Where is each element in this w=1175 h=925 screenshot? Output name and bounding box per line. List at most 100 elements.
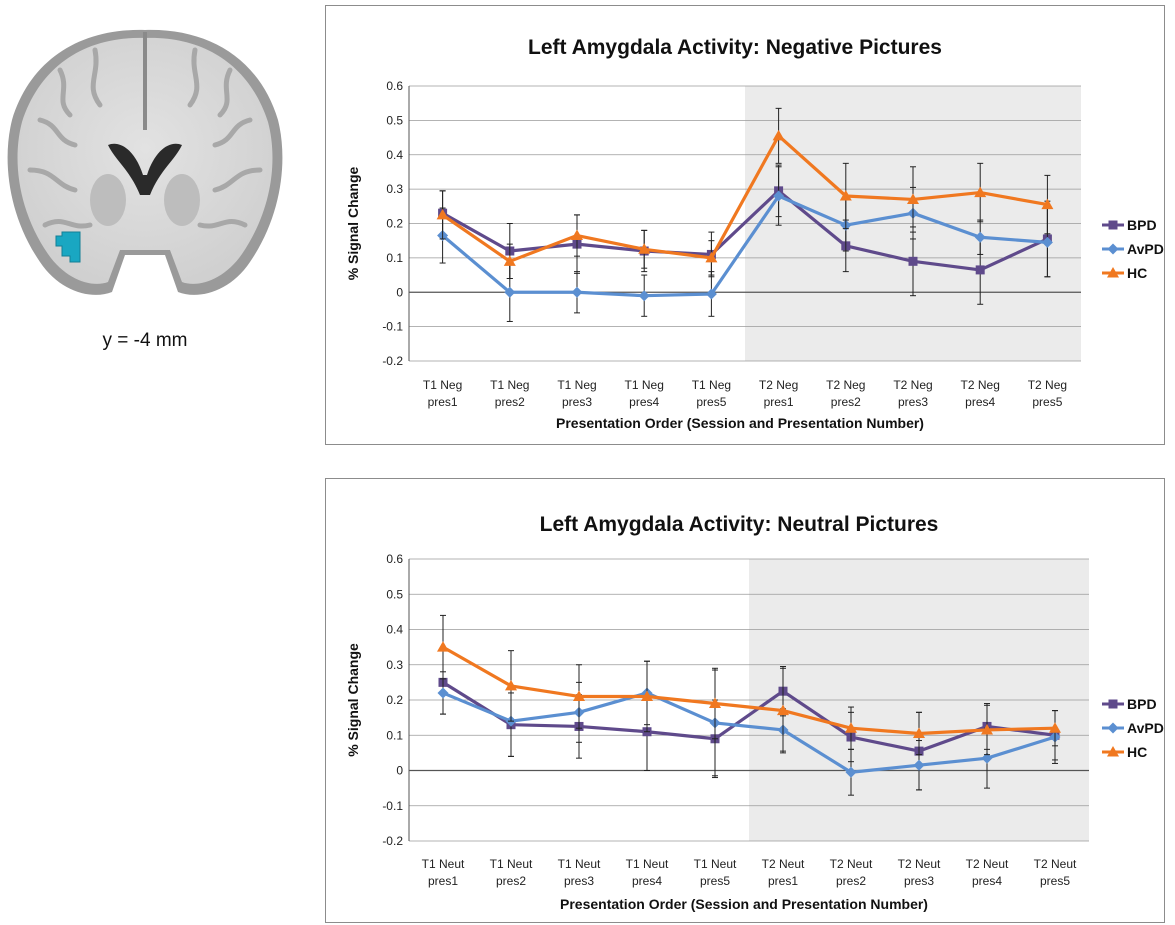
x-tick-label: pres4 [965,395,995,409]
y-tick-label: 0.1 [386,728,403,742]
chart-title: Left Amygdala Activity: Neutral Pictures [540,513,939,536]
data-point [709,697,721,709]
data-point [504,286,516,298]
x-tick-label: T1 Neut [694,857,737,871]
data-point [437,687,449,699]
x-tick-label: pres3 [904,874,934,888]
y-tick-label: -0.1 [382,799,403,813]
x-tick-label: T2 Neg [961,378,1000,392]
y-tick-label: 0.3 [386,182,403,196]
legend-label: BPD [1127,696,1157,712]
data-point [907,193,919,204]
x-tick-label: pres1 [428,874,458,888]
x-tick-label: pres4 [629,395,659,409]
x-tick-label: T1 Neg [490,378,529,392]
legend-item: HC [1102,744,1147,760]
series-line-hc [442,645,1056,736]
x-tick-label: T2 Neut [1034,857,1077,871]
x-tick-label: pres5 [696,395,726,409]
x-tick-label: T2 Neg [893,378,932,392]
x-tick-label: T2 Neg [759,378,798,392]
data-point [772,129,785,141]
series-hc [436,107,1054,279]
legend-item: AvPD [1102,720,1164,736]
data-point [974,186,987,198]
y-tick-label: 0.1 [386,251,403,265]
data-point [913,759,925,771]
x-tick-label: pres1 [428,395,458,409]
x-tick-label: pres3 [898,395,928,409]
data-point [641,690,653,701]
legend-item: HC [1102,265,1147,281]
y-tick-label: 0.5 [386,113,403,127]
y-tick-label: -0.1 [382,320,403,334]
x-tick-label: pres5 [700,874,730,888]
ventricles [108,143,182,195]
y-tick-label: 0.4 [386,148,403,162]
data-point [1041,198,1054,210]
series-line-bpd [442,681,1056,753]
data-point [573,690,585,701]
series-hc [437,614,1061,756]
x-tick-label: T2 Neut [898,857,941,871]
legend: BPD AvPD HC [1102,696,1164,760]
amygdala-roi-marker [55,231,81,263]
data-point [571,286,583,298]
data-point [773,190,785,202]
legend-label: AvPD [1127,241,1164,257]
legend: BPD AvPD HC [1102,217,1164,281]
data-point [981,752,993,764]
legend-item: BPD [1102,217,1157,233]
x-tick-label: pres1 [764,395,794,409]
x-tick-label: T1 Neg [423,378,462,392]
chart-neutral-pictures: 0.6 0.5 0.4 0.3 0.2 0.1 0 -0.1 -0.2 T1 Neut pres1 T… [325,478,1165,923]
chart-svg-neutral: 0.6 0.5 0.4 0.3 0.2 0.1 0 -0.1 -0.2 T1 Neut pres1 T… [345,513,1164,912]
y-axis-label: % Signal Change [345,643,361,757]
legend-label: BPD [1127,217,1157,233]
data-point [505,679,517,691]
x-axis-label: Presentation Order (Session and Presenta… [556,415,924,431]
data-point [981,723,993,735]
y-axis-label: % Signal Change [345,167,361,281]
data-point [705,288,717,300]
x-tick-label: pres2 [836,874,866,888]
y-tick-label: 0.4 [386,623,403,637]
x-tick-label: pres2 [831,395,861,409]
x-tick-label: T1 Neg [692,378,731,392]
series-line-hc [441,134,1048,263]
y-tick-label: -0.2 [382,354,403,368]
brain-image-panel: y = -4 mm [0,0,290,360]
x-tick-label: T1 Neut [422,857,465,871]
data-point [845,766,857,778]
x-tick-label: pres2 [496,874,526,888]
y-tick-label: 0.2 [386,217,403,231]
y-tick-label: -0.2 [382,834,403,848]
data-point [705,251,718,263]
x-tick-label: T1 Neg [625,378,664,392]
x-tick-label: pres4 [632,874,662,888]
x-tick-label: pres4 [972,874,1002,888]
legend-label: HC [1127,265,1147,281]
y-tick-label: 0 [396,285,403,299]
x-tick-label: T2 Neg [826,378,865,392]
data-point [638,290,650,302]
data-point [839,190,852,201]
x-axis-label: Presentation Order (Session and Presenta… [560,896,928,912]
data-point [974,231,986,243]
brain-coronal-slice-image [7,29,283,295]
chart-title: Left Amygdala Activity: Negative Picture… [528,36,942,59]
x-tick-label: pres5 [1032,395,1062,409]
x-tick-label: pres3 [562,395,592,409]
y-tick-label: 0.6 [386,79,403,93]
legend-item: AvPD [1102,241,1164,257]
x-tick-label: pres5 [1040,874,1070,888]
x-tick-label: T1 Neut [626,857,669,871]
x-tick-label: pres3 [564,874,594,888]
data-point [908,256,918,266]
y-tick-label: 0.2 [386,693,403,707]
x-tick-label: pres1 [768,874,798,888]
y-tick-label: 0.5 [386,587,403,601]
y-tick-label: 0.3 [386,658,403,672]
data-point [503,255,516,266]
data-point [437,641,449,652]
